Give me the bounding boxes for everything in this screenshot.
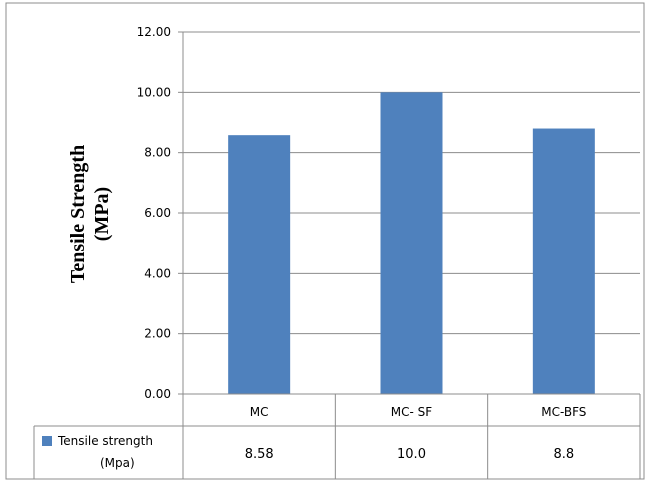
y-axis-title: Tensile Strength: [67, 145, 89, 283]
y-tick-label: 12.00: [137, 25, 171, 39]
category-label: MC- SF: [391, 405, 432, 419]
category-label: MC: [250, 405, 269, 419]
y-axis-title-line-2: (MPa): [91, 187, 113, 241]
y-tick-label: 10.00: [137, 85, 171, 99]
bar-1: [228, 135, 291, 395]
legend-swatch: [42, 436, 52, 446]
y-tick-labels: 0.00 2.00 4.00 6.00 8.00 10.00 12.00: [137, 25, 171, 401]
bars: [228, 92, 595, 395]
y-axis-title-line-1: Tensile Strength: [67, 145, 89, 283]
y-tick-label: 2.00: [144, 327, 171, 341]
bar-3: [532, 128, 595, 395]
value-label: 8.58: [245, 447, 274, 462]
category-label: MC-BFS: [541, 405, 586, 419]
legend: Tensile strength (Mpa): [42, 434, 153, 470]
y-tick-label: 0.00: [144, 387, 171, 401]
legend-label-line-1: Tensile strength: [57, 434, 153, 448]
y-tick-label: 6.00: [144, 206, 171, 220]
data-table: MC 8.58 MC- SF 10.0 MC-BFS 8.8: [33, 393, 641, 479]
value-label: 8.8: [553, 447, 574, 462]
bar-2: [380, 92, 443, 394]
value-label: 10.0: [397, 447, 426, 462]
legend-label-line-2: (Mpa): [100, 456, 135, 470]
y-tick-label: 4.00: [144, 266, 171, 280]
y-tick-label: 8.00: [144, 146, 171, 160]
